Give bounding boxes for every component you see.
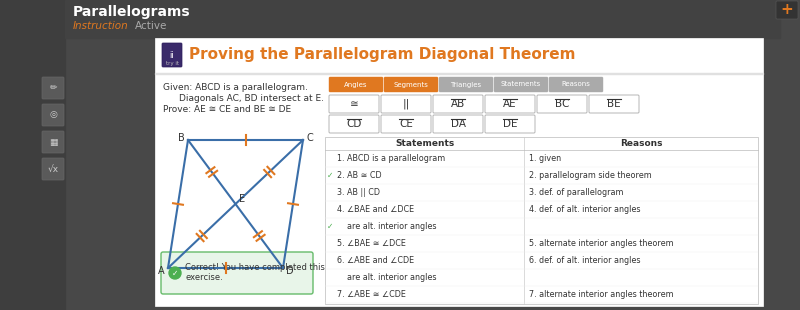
Text: 7. alternate interior angles theorem: 7. alternate interior angles theorem	[529, 290, 674, 299]
FancyBboxPatch shape	[329, 95, 379, 113]
Bar	[65, 0, 780, 38]
Text: A: A	[158, 266, 164, 276]
Text: Prove: AE ≅ CE and BE ≅ DE: Prove: AE ≅ CE and BE ≅ DE	[163, 105, 291, 114]
Text: ≅: ≅	[350, 99, 358, 109]
Bar	[325, 137, 758, 304]
Text: Instruction: Instruction	[73, 21, 129, 31]
Text: CE: CE	[399, 119, 413, 129]
Text: AB: AB	[451, 99, 465, 109]
Text: C: C	[306, 133, 314, 143]
FancyBboxPatch shape	[485, 95, 535, 113]
Text: exercise.: exercise.	[185, 273, 222, 282]
Text: ✓: ✓	[172, 268, 178, 277]
Text: 4. ∠BAE and ∠DCE: 4. ∠BAE and ∠DCE	[337, 205, 414, 214]
FancyBboxPatch shape	[381, 115, 431, 133]
Text: Statements: Statements	[501, 82, 541, 87]
FancyBboxPatch shape	[549, 77, 603, 92]
FancyBboxPatch shape	[162, 43, 182, 67]
Text: 3. def. of parallelogram: 3. def. of parallelogram	[529, 188, 624, 197]
FancyBboxPatch shape	[42, 77, 64, 99]
FancyBboxPatch shape	[485, 115, 535, 133]
Text: ✏: ✏	[50, 83, 57, 92]
Text: Active: Active	[135, 21, 167, 31]
FancyBboxPatch shape	[433, 95, 483, 113]
Text: 3. AB || CD: 3. AB || CD	[337, 188, 380, 197]
Text: are alt. interior angles: are alt. interior angles	[337, 222, 437, 231]
Bar	[155, 73, 763, 74]
FancyBboxPatch shape	[329, 77, 383, 92]
Text: 7. ∠ABE ≅ ∠CDE: 7. ∠ABE ≅ ∠CDE	[337, 290, 406, 299]
FancyBboxPatch shape	[381, 95, 431, 113]
Text: BE: BE	[607, 99, 621, 109]
Text: AE: AE	[503, 99, 517, 109]
Text: ▦: ▦	[49, 138, 58, 147]
FancyBboxPatch shape	[161, 252, 313, 294]
Text: ✓: ✓	[327, 222, 333, 231]
Text: Segments: Segments	[394, 82, 429, 87]
Text: 2. AB ≅ CD: 2. AB ≅ CD	[337, 171, 382, 180]
Text: Correct! You have completed this: Correct! You have completed this	[185, 263, 325, 272]
FancyBboxPatch shape	[329, 115, 379, 133]
Bar	[0, 0, 65, 310]
Text: BC: BC	[555, 99, 569, 109]
Text: Proving the Parallelogram Diagonal Theorem: Proving the Parallelogram Diagonal Theor…	[189, 47, 575, 63]
Text: 5. ∠BAE ≅ ∠DCE: 5. ∠BAE ≅ ∠DCE	[337, 239, 406, 248]
Text: D: D	[286, 266, 294, 276]
FancyBboxPatch shape	[42, 104, 64, 126]
Text: 2. parallelogram side theorem: 2. parallelogram side theorem	[529, 171, 652, 180]
Text: E: E	[239, 194, 246, 204]
FancyBboxPatch shape	[439, 77, 493, 92]
Text: 6. ∠ABE and ∠CDE: 6. ∠ABE and ∠CDE	[337, 256, 414, 265]
Text: ◎: ◎	[49, 110, 57, 119]
Text: 1. given: 1. given	[529, 154, 562, 163]
Text: Triangles: Triangles	[450, 82, 482, 87]
FancyBboxPatch shape	[42, 131, 64, 153]
Text: Statements: Statements	[395, 139, 454, 148]
FancyBboxPatch shape	[776, 1, 798, 19]
Text: CD: CD	[346, 119, 362, 129]
FancyBboxPatch shape	[384, 77, 438, 92]
FancyBboxPatch shape	[537, 95, 587, 113]
Text: B: B	[178, 133, 184, 143]
Text: ||: ||	[402, 99, 410, 109]
Text: 4. def. of alt. interior angles: 4. def. of alt. interior angles	[529, 205, 641, 214]
Text: Reasons: Reasons	[562, 82, 590, 87]
Text: Parallelograms: Parallelograms	[73, 5, 190, 19]
Text: ii: ii	[170, 51, 174, 60]
Text: Given: ABCD is a parallelogram.: Given: ABCD is a parallelogram.	[163, 83, 308, 92]
Text: 5. alternate interior angles theorem: 5. alternate interior angles theorem	[529, 239, 674, 248]
FancyBboxPatch shape	[42, 158, 64, 180]
Text: Reasons: Reasons	[620, 139, 662, 148]
Text: √x: √x	[47, 165, 58, 174]
Text: Diagonals AC, BD intersect at E.: Diagonals AC, BD intersect at E.	[179, 94, 324, 103]
Text: try it: try it	[166, 60, 178, 65]
Text: DA: DA	[450, 119, 466, 129]
Text: 6. def. of alt. interior angles: 6. def. of alt. interior angles	[529, 256, 641, 265]
Text: 1. ABCD is a parallelogram: 1. ABCD is a parallelogram	[337, 154, 446, 163]
Text: DE: DE	[502, 119, 518, 129]
Text: ✓: ✓	[327, 171, 333, 180]
Text: +: +	[781, 2, 794, 17]
Circle shape	[169, 267, 181, 279]
FancyBboxPatch shape	[589, 95, 639, 113]
Text: Angles: Angles	[344, 82, 368, 87]
FancyBboxPatch shape	[494, 77, 548, 92]
Bar	[155, 38, 763, 306]
FancyBboxPatch shape	[433, 115, 483, 133]
Text: are alt. interior angles: are alt. interior angles	[337, 273, 437, 282]
